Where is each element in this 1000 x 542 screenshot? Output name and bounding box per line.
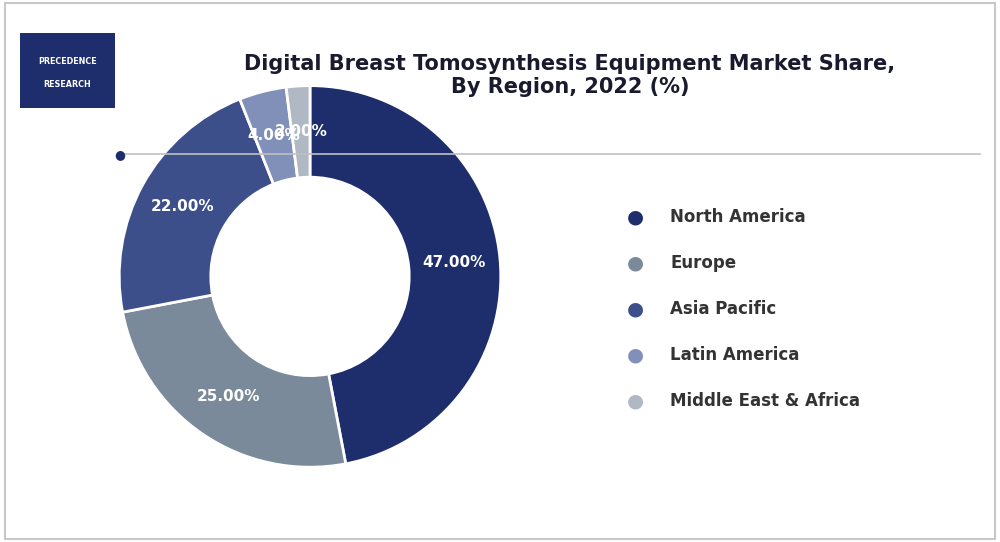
Text: RESEARCH: RESEARCH (44, 80, 91, 89)
Wedge shape (123, 295, 346, 467)
Text: Latin America: Latin America (670, 346, 799, 364)
Text: 25.00%: 25.00% (197, 389, 260, 404)
Text: Asia Pacific: Asia Pacific (670, 300, 776, 318)
Text: North America: North America (670, 208, 806, 226)
Text: 2.00%: 2.00% (274, 124, 327, 139)
Text: Digital Breast Tomosynthesis Equipment Market Share,
By Region, 2022 (%): Digital Breast Tomosynthesis Equipment M… (244, 54, 896, 98)
Wedge shape (286, 86, 310, 178)
Text: ●: ● (626, 207, 644, 227)
Text: Europe: Europe (670, 254, 736, 272)
Wedge shape (240, 87, 298, 184)
Text: ●: ● (626, 345, 644, 365)
Text: ●: ● (626, 253, 644, 273)
Text: 4.00%: 4.00% (248, 128, 300, 144)
Wedge shape (310, 86, 501, 464)
Text: 22.00%: 22.00% (151, 199, 215, 214)
Text: ●: ● (626, 391, 644, 411)
Text: PRECEDENCE: PRECEDENCE (38, 57, 97, 66)
Text: ●: ● (626, 299, 644, 319)
Text: Middle East & Africa: Middle East & Africa (670, 392, 860, 410)
Text: 47.00%: 47.00% (423, 255, 486, 270)
Wedge shape (119, 99, 273, 312)
Text: ●: ● (115, 148, 125, 161)
